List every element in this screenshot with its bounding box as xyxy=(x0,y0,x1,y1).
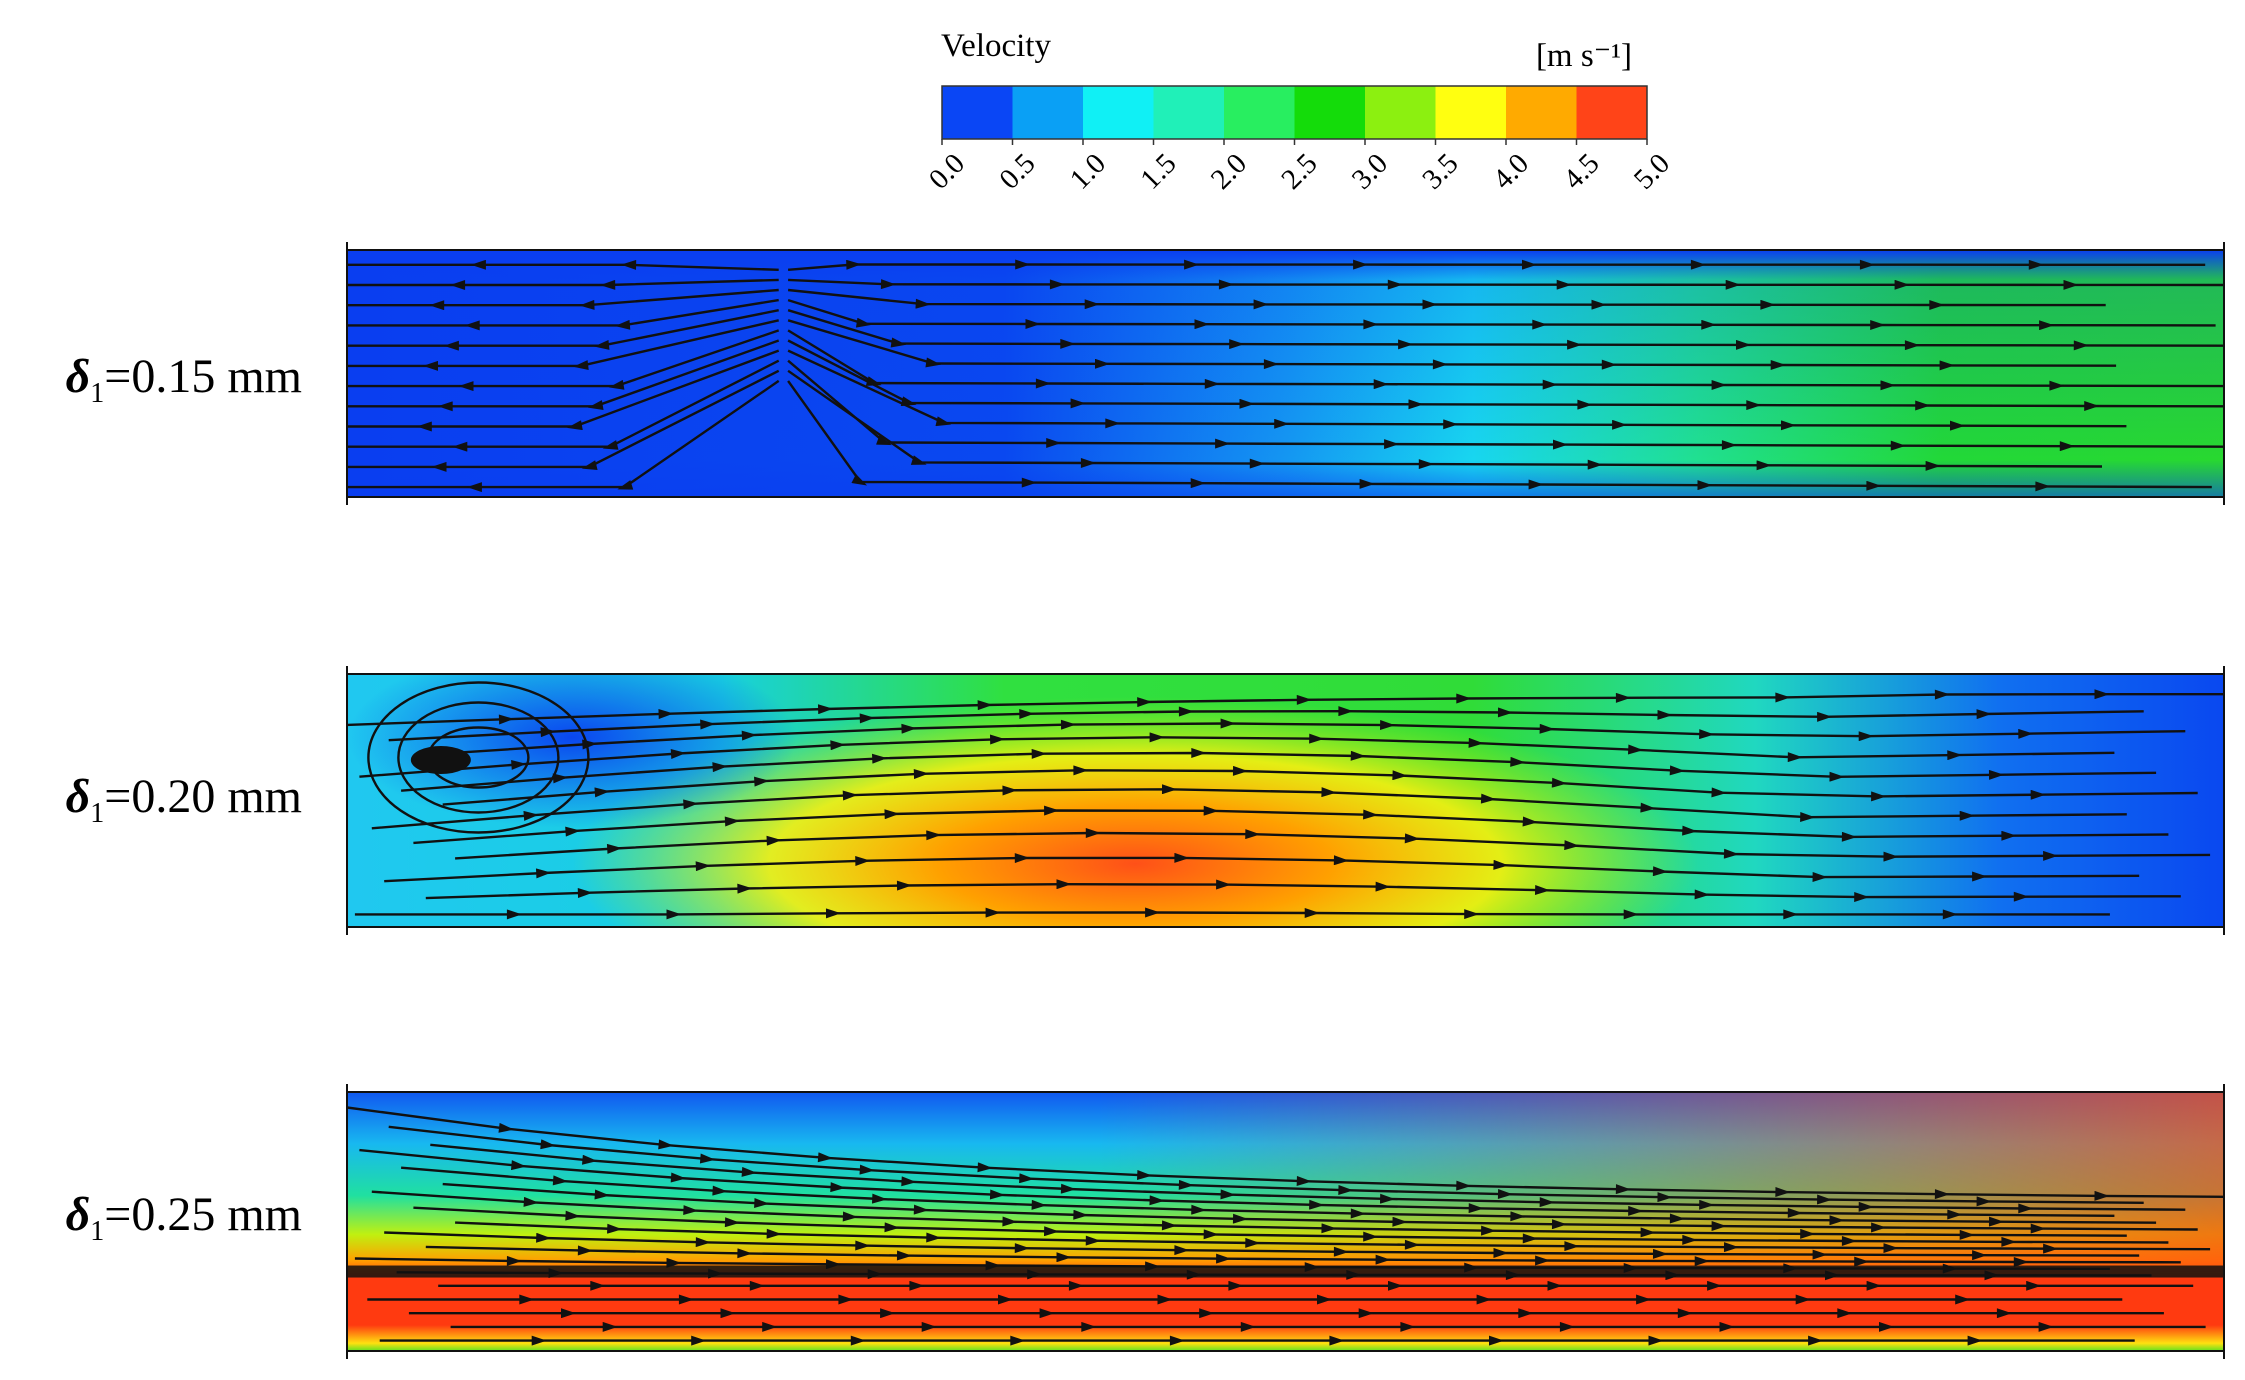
streamline xyxy=(354,907,2110,920)
streamline xyxy=(787,369,2103,471)
colorbar-bin xyxy=(1083,86,1154,139)
colorbar-tick-label: 0.5 xyxy=(993,147,1041,195)
streamline xyxy=(787,339,2224,411)
streamline xyxy=(787,309,2224,351)
streamline xyxy=(787,288,2106,310)
streamline xyxy=(788,278,2224,290)
colorbar-bin xyxy=(1506,86,1577,139)
vortex-core xyxy=(410,746,471,775)
value: =0.25 mm xyxy=(104,1188,302,1241)
colorbar-tick-label: 4.0 xyxy=(1487,147,1535,195)
symbol: δ xyxy=(66,1188,91,1241)
streamline xyxy=(787,319,2117,371)
subscript: 1 xyxy=(90,378,104,409)
colorbar-bin xyxy=(1153,86,1225,139)
vortex xyxy=(397,701,560,814)
colorbar-tick-label: 3.0 xyxy=(1346,147,1394,195)
panel-label: δ1=0.25 mm xyxy=(66,1188,302,1247)
streamline-band xyxy=(347,1265,2224,1278)
colorbar-tick-label: 4.5 xyxy=(1557,147,1605,195)
vortex xyxy=(367,681,590,834)
streamline xyxy=(788,259,2206,271)
value: =0.20 mm xyxy=(104,770,302,823)
panel-label: δ1=0.15 mm xyxy=(66,350,302,409)
colorbar-tick-label: 3.5 xyxy=(1416,147,1464,195)
streamline xyxy=(347,298,779,331)
colorbar-bin xyxy=(1224,86,1295,139)
streamline xyxy=(787,359,2224,452)
subscript: 1 xyxy=(90,1216,104,1247)
streamline xyxy=(787,349,2127,431)
field-shade xyxy=(347,1092,2224,1272)
streamlines xyxy=(347,681,2224,920)
streamline xyxy=(347,339,780,412)
streamline xyxy=(425,879,2181,903)
panels xyxy=(346,242,2225,1359)
streamline xyxy=(347,369,780,472)
colorbar-bin xyxy=(942,86,1013,139)
colorbar-bin xyxy=(1294,86,1366,139)
streamlines xyxy=(347,259,2224,493)
streamline xyxy=(347,359,780,452)
colorbar-bin xyxy=(1576,86,1648,139)
symbol: δ xyxy=(66,770,91,823)
colorbar-tick-label: 1.0 xyxy=(1064,147,1112,195)
streamline xyxy=(347,259,779,271)
streamline xyxy=(787,329,2224,391)
streamline xyxy=(347,349,780,432)
streamline xyxy=(347,278,779,290)
colorbar-tick-label: 0.0 xyxy=(923,147,971,195)
symbol: δ xyxy=(66,350,91,403)
colorbar-bin xyxy=(1435,86,1507,139)
colorbar-bin xyxy=(1365,86,1436,139)
streamline xyxy=(347,379,780,493)
streamline xyxy=(347,319,779,371)
colorbar-unit: [m s⁻¹] xyxy=(1536,38,1632,74)
streamline xyxy=(787,298,2216,331)
streamline xyxy=(787,380,2212,492)
value: =0.15 mm xyxy=(104,350,302,403)
streamline xyxy=(347,309,779,351)
colorbar-tick-label: 2.0 xyxy=(1205,147,1253,195)
streamlines xyxy=(347,1106,2224,1346)
colorbar-tick-label: 2.5 xyxy=(1275,147,1323,195)
colorbar: 0.0 0.5 1.0 1.5 2.0 2.5 3.0 3.5 4.0 4.5 5.0 xyxy=(923,85,1676,196)
colorbar-title: Velocity xyxy=(941,28,1051,64)
colorbar-bin xyxy=(1012,86,1084,139)
colorbar-tick-label: 5.0 xyxy=(1628,147,1676,195)
subscript: 1 xyxy=(90,798,104,829)
panel-label: δ1=0.20 mm xyxy=(66,770,302,829)
streamline xyxy=(347,329,780,392)
field-shade xyxy=(347,250,2224,497)
streamline xyxy=(384,852,2140,883)
streamline xyxy=(347,288,779,311)
colorbar-tick-label: 1.5 xyxy=(1134,147,1182,195)
